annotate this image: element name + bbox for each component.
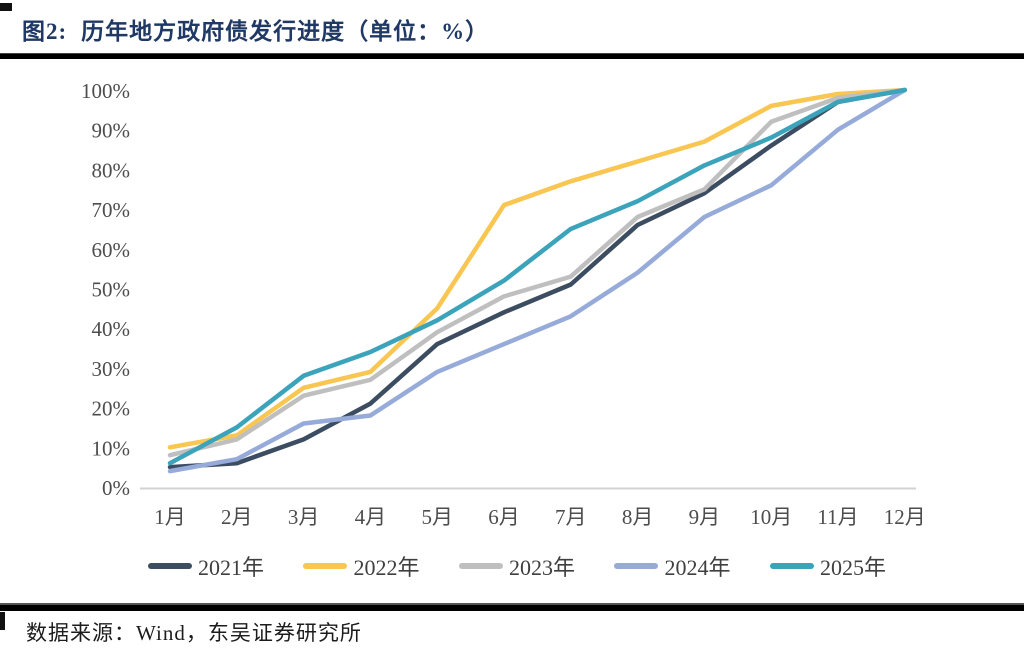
y-axis-tick-label: 40%	[92, 317, 131, 341]
legend-label: 2023年	[508, 555, 575, 580]
series-line-2023年	[167, 87, 908, 458]
y-axis-tick-label: 100%	[81, 79, 130, 103]
chart-legend: 2021年 2022年 2023年 2024年 2025年	[148, 551, 886, 581]
y-axis-tick-label: 60%	[92, 238, 131, 262]
legend-item-2024年: 2024年	[614, 550, 730, 582]
page-edge-artifact-top	[0, 3, 12, 11]
legend-swatch-icon	[303, 563, 348, 569]
legend-swatch-icon	[148, 563, 192, 569]
x-axis-tick-label: 3月	[288, 505, 320, 529]
x-axis-tick-label: 4月	[355, 505, 387, 529]
x-axis-tick-label: 5月	[421, 505, 453, 529]
series-line-2024年	[167, 87, 908, 474]
legend-label: 2021年	[198, 555, 265, 580]
y-axis-tick-label: 10%	[92, 436, 131, 460]
y-axis-tick-label: 70%	[92, 198, 131, 222]
x-axis-tick-label: 11月	[817, 505, 858, 529]
figure-number-label: 图2:	[22, 19, 68, 44]
legend-item-2022年: 2022年	[303, 550, 420, 582]
data-source-note: 数据来源：Wind，东吴证券研究所	[26, 621, 362, 645]
series-line-2021年	[167, 87, 908, 470]
series-line-2025年	[167, 87, 908, 466]
y-axis-tick-label: 50%	[92, 278, 131, 302]
legend-item-2025年: 2025年	[769, 550, 886, 582]
y-axis-tick-label: 80%	[92, 158, 131, 182]
x-axis-tick-label: 6月	[488, 505, 520, 529]
x-axis-tick-label: 8月	[622, 505, 654, 529]
y-axis-tick-label: 20%	[92, 397, 131, 421]
title-divider-rule	[0, 53, 1024, 59]
legend-swatch-icon	[614, 563, 659, 569]
footer-divider-rule	[0, 603, 1024, 611]
y-axis-tick-label: 90%	[92, 119, 131, 143]
figure-title-text: 历年地方政府债发行进度（单位：%）	[81, 19, 490, 44]
x-axis-tick-label: 1月	[154, 505, 186, 529]
x-axis-tick-label: 2月	[221, 505, 253, 529]
figure-title: 图2: 历年地方政府债发行进度（单位：%）	[22, 12, 1004, 46]
legend-swatch-icon	[769, 563, 814, 569]
series-line-2022年	[167, 87, 908, 450]
legend-swatch-icon	[458, 563, 503, 569]
x-axis-tick-label: 10月	[750, 505, 792, 529]
page-edge-artifact-bottom	[0, 612, 5, 630]
legend-label: 2022年	[353, 555, 420, 580]
x-axis-tick-label: 9月	[689, 505, 721, 529]
legend-label: 2025年	[819, 555, 886, 580]
legend-item-2023年: 2023年	[458, 550, 575, 582]
x-axis-tick-label: 12月	[884, 505, 926, 529]
y-axis-tick-label: 30%	[92, 357, 131, 381]
legend-item-2021年: 2021年	[148, 550, 264, 582]
x-axis-tick-label: 7月	[555, 505, 587, 529]
y-axis-tick-label: 0%	[102, 476, 130, 500]
legend-label: 2024年	[664, 555, 731, 580]
